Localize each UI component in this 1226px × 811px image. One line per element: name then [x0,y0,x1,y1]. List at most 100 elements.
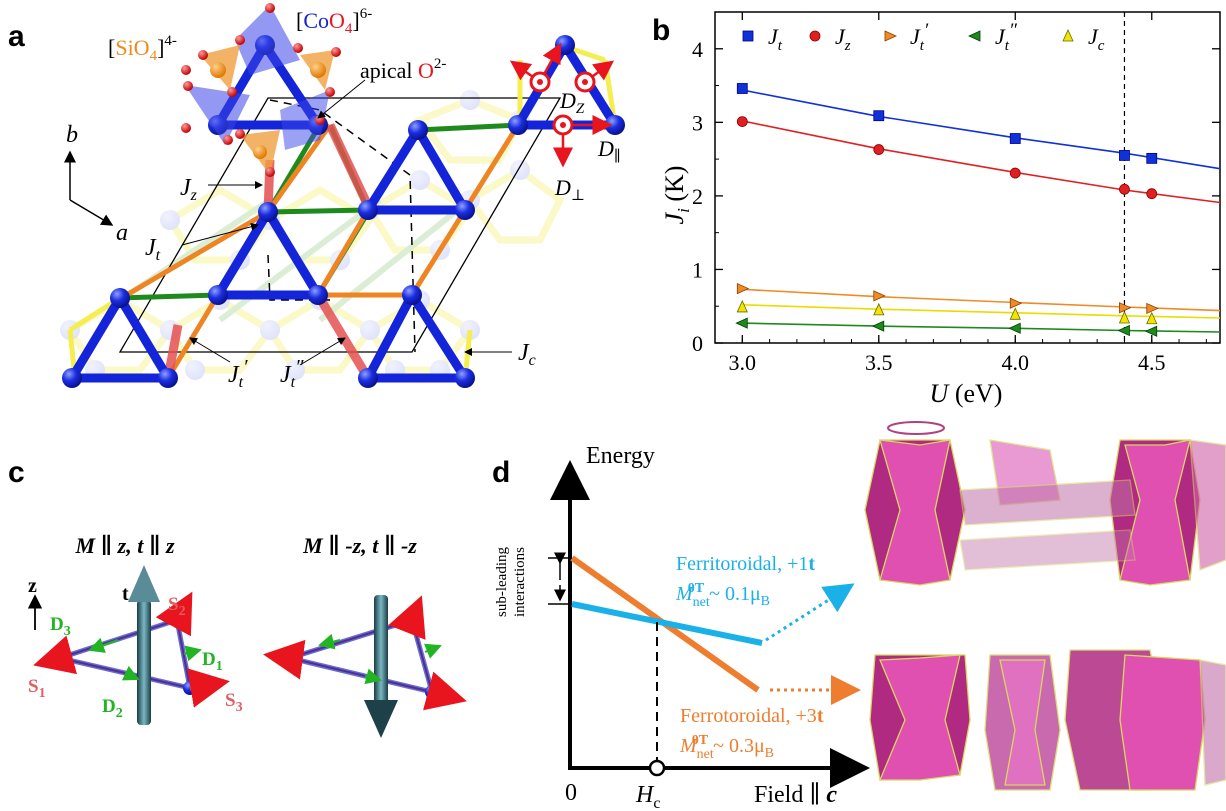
x-tick-label: 4.5 [1138,350,1166,375]
d2-label: D2 [102,696,123,721]
jt-double-prime-label: Jt″ [280,356,304,391]
ferritoroidal-octahedra [864,421,1226,586]
ferri-moment: Mnet0T ~ 0.1μB [675,581,770,610]
legend-label-3: Jt″ [995,20,1018,54]
data-point-3 [871,320,885,332]
panel-letter-a: a [8,20,25,53]
data-point-2 [736,282,750,295]
z-axis-label: z [28,575,37,597]
dpar-label: D∥ [597,136,621,165]
data-point-4 [873,302,885,316]
s1-label: S1 [28,676,46,701]
data-point-4 [1009,307,1021,320]
leader-lines [181,79,512,366]
data-point-0 [1146,152,1158,164]
legend-label-4: Jc [1088,24,1105,54]
legend-label-2: Jt′ [910,20,929,54]
data-point-1 [1119,183,1130,195]
ferri-arrow [765,583,855,642]
toroidal-right [263,595,467,738]
jt-prime-label: Jt′ [228,356,248,391]
panel-letter-c: c [8,456,25,489]
data-point-1 [1009,167,1021,179]
data-point-0 [873,110,885,122]
dm-vectors [509,42,615,168]
coo4-label: [CoO4]6- [296,6,372,37]
y-tick-label: 3 [692,110,703,135]
x-tick-label: 3.0 [729,350,757,375]
co-triangles [67,40,620,383]
panel-d: d Energy Field ∥ c 0 Hc sub-leading inter… [492,421,1226,811]
chart-ylabel: Ji (K) [660,166,693,225]
legend-marker-1 [809,30,821,42]
data-point-2 [1009,297,1023,309]
chart-exchange-vs-u: 3.0 3.5 4.0 4.5 0 1 2 3 4 Jt Jz Jt′ Jt″ Jc [692,11,1221,375]
x-tick-label: 4.0 [1002,350,1030,375]
axis-a-label: a [116,220,128,246]
axis-b-label: b [66,122,78,148]
legend-label-0: Jt [768,24,783,54]
dperp-label: D⊥ [554,175,585,204]
d3-label: D3 [50,614,71,639]
data-point-1 [873,144,885,155]
ferrotoroidal-octahedra [869,649,1226,791]
energy-label: Energy [586,443,655,469]
data-point-2 [873,290,886,302]
panel-letter-d: d [492,456,510,489]
s2-label: S2 [168,594,186,619]
data-point-0 [1009,133,1021,144]
y-tick-label: 2 [692,184,703,209]
jt-label: Jt [145,235,161,264]
panel-b: b 3.0 3.5 4.0 4.5 0 1 2 3 4 Jt Jz Jt′ Jt″ Jc Ji (K) U… [652,11,1221,408]
toroidal-left [33,565,230,725]
s3-label: S3 [225,690,243,715]
y-tick-label: 1 [692,257,703,282]
oxygen-atoms [181,3,341,177]
legend-marker-4 [1062,29,1074,42]
ferri-title: Ferritoroidal, +1t [676,553,815,575]
data-point-0 [1119,150,1130,161]
sio4-label: [SiO4]4- [108,33,177,64]
data-point-1 [1146,188,1158,200]
data-point-4 [1146,311,1158,325]
ferro-title: Ferrotoroidal, +3t [680,705,824,727]
data-point-2 [1146,302,1159,315]
data-point-1 [736,116,748,127]
hc-label: Hc [635,782,660,811]
t-label: t [122,583,129,605]
dz-label: DZ [559,88,585,117]
chart-xlabel: U (eV) [930,379,1003,408]
origin-label: 0 [565,780,577,806]
legend-marker-3 [968,30,981,42]
chart-frame [714,11,1221,344]
y-tick-label: 4 [692,37,703,62]
data-point-3 [1117,324,1130,337]
data-point-0 [736,83,748,94]
y-tick-label: 0 [692,331,703,356]
panel-c: c M ∥ z, t ∥ z M ∥ -z, t ∥ -z z t S1 S2 … [8,456,467,738]
unit-cell-outline [118,97,562,353]
data-point-4 [1118,311,1131,324]
axes-ab [64,150,114,226]
ferritoroidal-line [571,601,763,646]
jc-label: Jc [518,340,536,369]
panel-a: a [8,3,625,391]
data-point-3 [735,317,748,329]
data-point-4 [736,299,748,313]
field-label: Field ∥ c [754,782,837,808]
legend-label-1: Jz [835,24,851,54]
panel-letter-b: b [652,14,670,47]
panel-c-right-title: M ∥ -z, t ∥ -z [302,533,417,558]
hc-marker [648,759,666,777]
x-tick-label: 3.5 [865,350,893,375]
ferro-moment: Mnet0T ~ 0.3μB [679,733,774,762]
jz-label: Jz [180,175,198,204]
coo4-tetrahedra [185,5,330,150]
panel-c-left-title: M ∥ z, t ∥ z [74,533,175,558]
legend-marker-2 [884,30,897,42]
apical-o-label: apical O2- [360,56,446,83]
subleading-label: sub-leading interactions [494,547,528,617]
subleading-bracket [548,552,572,605]
data-point-3 [1008,322,1021,334]
